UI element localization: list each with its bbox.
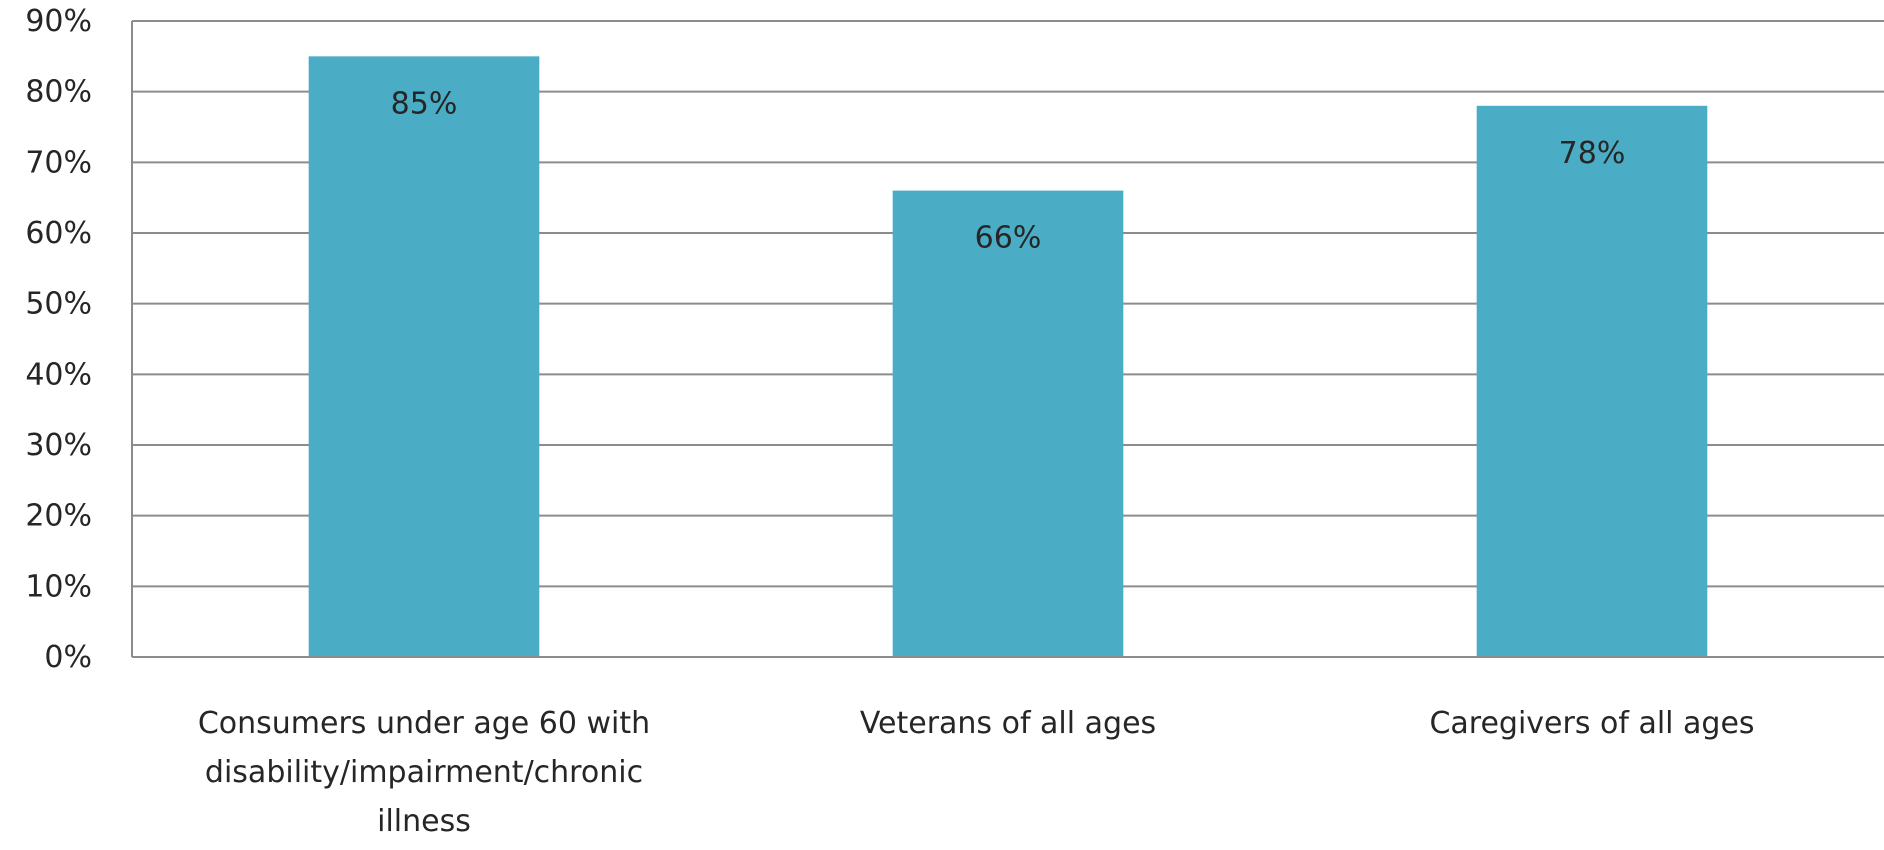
category-label-3: Caregivers of all ages	[1429, 706, 1754, 741]
data-label-2: 66%	[975, 221, 1042, 256]
y-tick-label: 80%	[25, 75, 92, 110]
y-tick-label: 90%	[25, 4, 92, 39]
category-label-line: illness	[377, 804, 471, 839]
category-label-line: Consumers under age 60 with	[198, 706, 650, 741]
category-label-line: Caregivers of all ages	[1429, 706, 1754, 741]
data-label-3: 78%	[1559, 136, 1626, 171]
y-axis-tick-labels: 0% 10% 20% 30% 40% 50% 60% 70% 80% 90%	[25, 4, 92, 675]
bar-3	[1476, 105, 1708, 658]
category-label-line: Veterans of all ages	[860, 706, 1156, 741]
bar-2	[892, 190, 1124, 657]
y-tick-label: 70%	[25, 145, 92, 180]
y-tick-label: 60%	[25, 216, 92, 251]
y-tick-label: 40%	[25, 357, 92, 392]
axes	[131, 21, 1884, 658]
category-label-1: Consumers under age 60 with disability/im…	[198, 706, 650, 839]
y-tick-label: 50%	[25, 287, 92, 322]
bars	[308, 56, 1708, 658]
data-label-1: 85%	[391, 86, 458, 121]
y-tick-label: 0%	[44, 640, 92, 675]
y-tick-label: 30%	[25, 428, 92, 463]
x-axis-category-labels: Consumers under age 60 with disability/im…	[198, 706, 1755, 839]
category-label-line: disability/impairment/chronic	[205, 755, 643, 790]
y-tick-label: 10%	[25, 569, 92, 604]
bar-1	[308, 56, 540, 658]
y-tick-label: 20%	[25, 499, 92, 534]
category-label-2: Veterans of all ages	[860, 706, 1156, 741]
data-labels: 85% 66% 78%	[391, 86, 1626, 255]
